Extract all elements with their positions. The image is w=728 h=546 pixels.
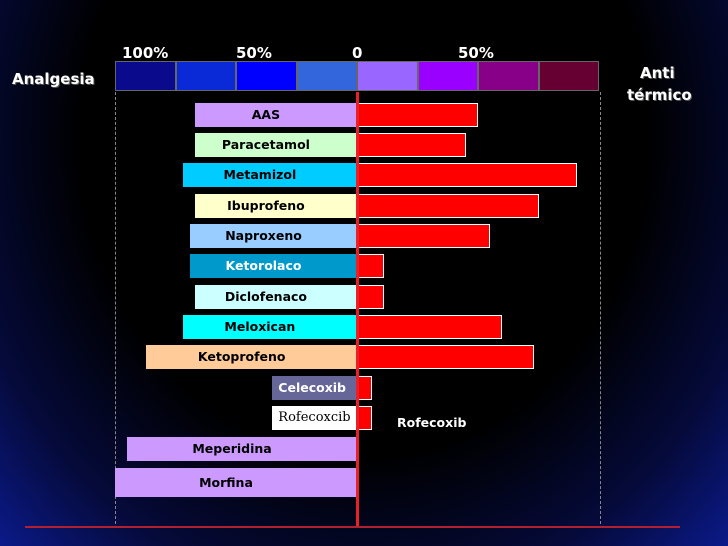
bottom-baseline: [25, 526, 680, 528]
bar-antitermico: [357, 133, 466, 157]
bar-analgesia: [127, 437, 357, 461]
scale-swatch: [478, 61, 539, 91]
bar-antitermico: [357, 103, 478, 127]
bar-category-label: AAS: [251, 107, 281, 122]
bar-category-label: Naproxeno: [225, 228, 302, 243]
bar-category-label: Ketorolaco: [225, 258, 302, 273]
bar-analgesia: [190, 224, 357, 248]
bar-category-label: Diclofenaco: [224, 289, 308, 304]
bar-analgesia: [194, 194, 357, 218]
scale-swatch: [357, 61, 418, 91]
scale-label-100-left: 100%: [122, 44, 169, 62]
bar-category-label: Ibuprofeno: [227, 198, 305, 213]
right-guide-line: [600, 92, 601, 524]
right-axis-title-line2: térmico: [627, 86, 692, 104]
bar-antitermico: [357, 163, 578, 187]
annotation-rofecoxib: Rofecoxib: [397, 415, 467, 430]
bar-antitermico: [357, 194, 539, 218]
scale-swatch: [296, 61, 357, 91]
bar-category-label: Celecoxib: [278, 380, 347, 395]
bar-analgesia: [182, 315, 357, 339]
bar-analgesia: [272, 406, 357, 430]
scale-swatch: [115, 61, 176, 91]
bar-category-label: Paracetamol: [221, 137, 310, 152]
bar-antitermico: [357, 345, 534, 369]
bar-antitermico: [357, 254, 384, 278]
right-axis-title-line1: Anti: [640, 64, 675, 82]
bar-antitermico: [357, 406, 372, 430]
scale-label-zero: 0: [352, 44, 363, 62]
bar-antitermico: [357, 285, 384, 309]
bar-analgesia: [194, 133, 357, 157]
bar-analgesia: [194, 285, 357, 309]
left-guide-line: [115, 92, 116, 524]
bar-category-label: Rofecoxcib: [278, 410, 351, 425]
bar-category-label: Ketoprofeno: [197, 349, 286, 364]
bar-analgesia: [115, 468, 357, 497]
bar-antitermico: [357, 376, 372, 400]
bar-antitermico: [357, 224, 491, 248]
bar-category-label: Metamizol: [223, 167, 297, 182]
scale-label-50-right: 50%: [458, 44, 494, 62]
scale-swatch: [538, 61, 599, 91]
scale-swatch: [236, 61, 297, 91]
bar-analgesia: [194, 103, 357, 127]
bar-category-label: Meloxican: [224, 319, 296, 334]
bar-category-label: Meperidina: [192, 441, 272, 456]
left-axis-title: Analgesia: [12, 70, 95, 88]
zero-axis-line: [356, 92, 359, 527]
bar-analgesia: [272, 376, 357, 400]
scale-swatch: [175, 61, 236, 91]
scale-label-50-left: 50%: [236, 44, 272, 62]
bar-antitermico: [357, 315, 503, 339]
bar-analgesia: [190, 254, 357, 278]
bar-analgesia: [182, 163, 357, 187]
bar-analgesia: [146, 345, 357, 369]
scale-swatch: [417, 61, 478, 91]
bar-category-label: Morfina: [199, 474, 253, 490]
